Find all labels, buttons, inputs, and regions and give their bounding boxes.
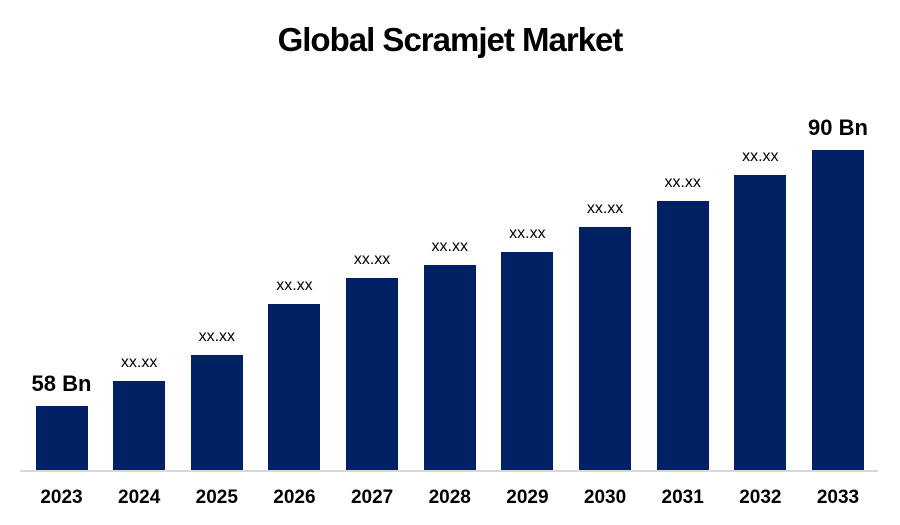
bar-group-2030: xx.xx (565, 199, 645, 470)
bar-value-label: xx.xx (353, 251, 391, 268)
x-tick-label: 2024 (118, 487, 161, 508)
bar-value-label: xx.xx (742, 147, 779, 165)
bar-value-label: xx.xx (198, 327, 236, 345)
bar-group-2025: xx.xx (177, 327, 257, 470)
bar-group-2024: xx.xx (99, 355, 179, 470)
bar-value-label: xx.xx (431, 238, 468, 256)
bar-value-label: 90 Bn (808, 115, 868, 140)
bar-value-label: xx.xx (509, 224, 546, 242)
bar-group-2032: xx.xx (720, 147, 800, 470)
bar-group-2023: 58 Bn (22, 373, 102, 470)
bar-value-label: 58 Bn (31, 371, 92, 396)
x-tick-label: 2025 (195, 487, 238, 508)
x-tick-label: 2023 (40, 487, 83, 508)
x-tick-label: 2033 (816, 487, 860, 508)
bar-value-label: xx.xx (664, 174, 701, 192)
bar-group-2029: xx.xx (487, 224, 567, 470)
bar-group-2033: 90 Bn (798, 117, 878, 470)
bar-2026 (268, 303, 321, 470)
x-tick-label: 2032 (739, 487, 782, 508)
bar-2030 (579, 226, 632, 470)
bar-2025 (190, 354, 243, 470)
bar-2028 (423, 265, 476, 470)
x-tick-label: 2029 (506, 487, 549, 508)
bar-2032 (734, 174, 787, 470)
bar-2027 (346, 278, 399, 470)
bar-2024 (113, 381, 166, 470)
bar-2023 (35, 406, 88, 470)
bar-2029 (501, 251, 554, 470)
bar-value-label: xx.xx (120, 354, 158, 372)
bar-2033 (812, 150, 864, 470)
bar-value-label: xx.xx (276, 276, 313, 294)
x-tick-label: 2027 (350, 487, 394, 508)
x-tick-label: 2030 (583, 487, 627, 508)
bar-2031 (656, 201, 709, 470)
bar-group-2027: xx.xx (332, 252, 412, 470)
x-tick-label: 2028 (428, 487, 471, 508)
x-tick-label: 2031 (661, 487, 704, 508)
x-tick-label: 2026 (273, 487, 316, 508)
bar-group-2031: xx.xx (643, 175, 723, 470)
bar-group-2026: xx.xx (254, 276, 334, 470)
bar-group-2028: xx.xx (410, 239, 490, 470)
chart-title: Global Scramjet Market (277, 21, 624, 58)
x-axis-line (20, 470, 878, 472)
bar-value-label: xx.xx (586, 199, 624, 217)
